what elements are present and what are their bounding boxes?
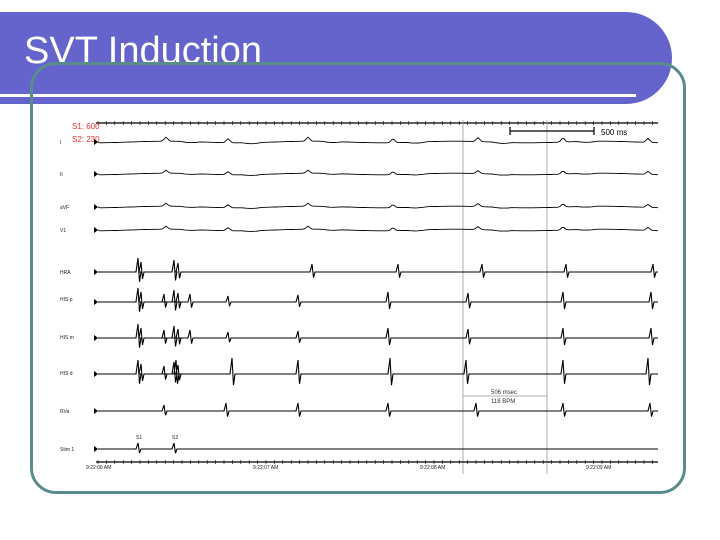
lead-label-ii: II — [60, 172, 63, 178]
channel-marker-7 — [94, 371, 98, 377]
lead-label-his-m: HIS m — [60, 335, 74, 341]
channel-marker-4 — [94, 269, 98, 275]
trace-rva — [98, 402, 658, 417]
measurement-interval: 506 msec — [491, 390, 517, 396]
lead-label-his-d: HIS d — [60, 371, 73, 377]
lead-label-avf: aVF — [60, 205, 69, 211]
trace-group — [94, 136, 659, 454]
s2-setting: S2: 230 — [72, 135, 100, 144]
timestamp-4: 9:22:09 AM — [586, 465, 611, 471]
trace-his-m — [98, 323, 658, 348]
channel-marker-0 — [94, 139, 98, 145]
title-underline — [0, 94, 636, 97]
trace-his-p — [98, 287, 658, 312]
s1-setting: S1: 600 — [72, 122, 100, 131]
channel-marker-2 — [94, 204, 98, 210]
channel-marker-3 — [94, 227, 98, 233]
timestamp-3: 9:22:08 AM — [420, 465, 445, 471]
scale-bar-label: 500 ms — [601, 128, 627, 137]
content-frame — [30, 62, 686, 494]
scale-bar — [509, 127, 595, 135]
channel-marker-5 — [94, 299, 98, 305]
trace-lead-ii — [97, 169, 659, 176]
trace-stim — [98, 442, 658, 454]
lead-label-i: I — [60, 140, 61, 146]
trace-lead-avf — [97, 202, 659, 209]
channel-marker-8 — [94, 408, 98, 414]
top-time-ruler — [96, 121, 658, 125]
lead-label-v1: V1 — [60, 228, 66, 234]
lead-label-hra: HRA — [60, 270, 71, 276]
timestamp-2: 9:22:07 AM — [253, 465, 278, 471]
stim-marker-s2: S2 — [172, 435, 178, 441]
lead-label-rva: RVa — [60, 409, 69, 415]
trace-his-d — [98, 357, 658, 386]
lead-label-stim: Stim 1 — [60, 447, 74, 453]
bottom-time-ruler — [96, 460, 658, 464]
trace-lead-i — [97, 136, 659, 145]
stim-marker-s1: S1 — [136, 435, 142, 441]
channel-marker-6 — [94, 335, 98, 341]
lead-label-his-p: HIS p — [60, 297, 73, 303]
measurement-rate: 118 BPM — [491, 399, 515, 405]
trace-panel — [58, 118, 664, 490]
slide-title: SVT Induction — [24, 30, 263, 72]
channel-marker-9 — [94, 446, 98, 452]
trace-hra — [98, 257, 658, 282]
channel-marker-1 — [94, 171, 98, 177]
title-bar — [0, 12, 672, 104]
ep-recording: S1: 600 S2: 230 500 ms I II aVF V1 HRA H… — [60, 120, 659, 474]
timestamp-1: 9:22:06 AM — [86, 465, 111, 471]
trace-lead-v1 — [97, 225, 659, 232]
